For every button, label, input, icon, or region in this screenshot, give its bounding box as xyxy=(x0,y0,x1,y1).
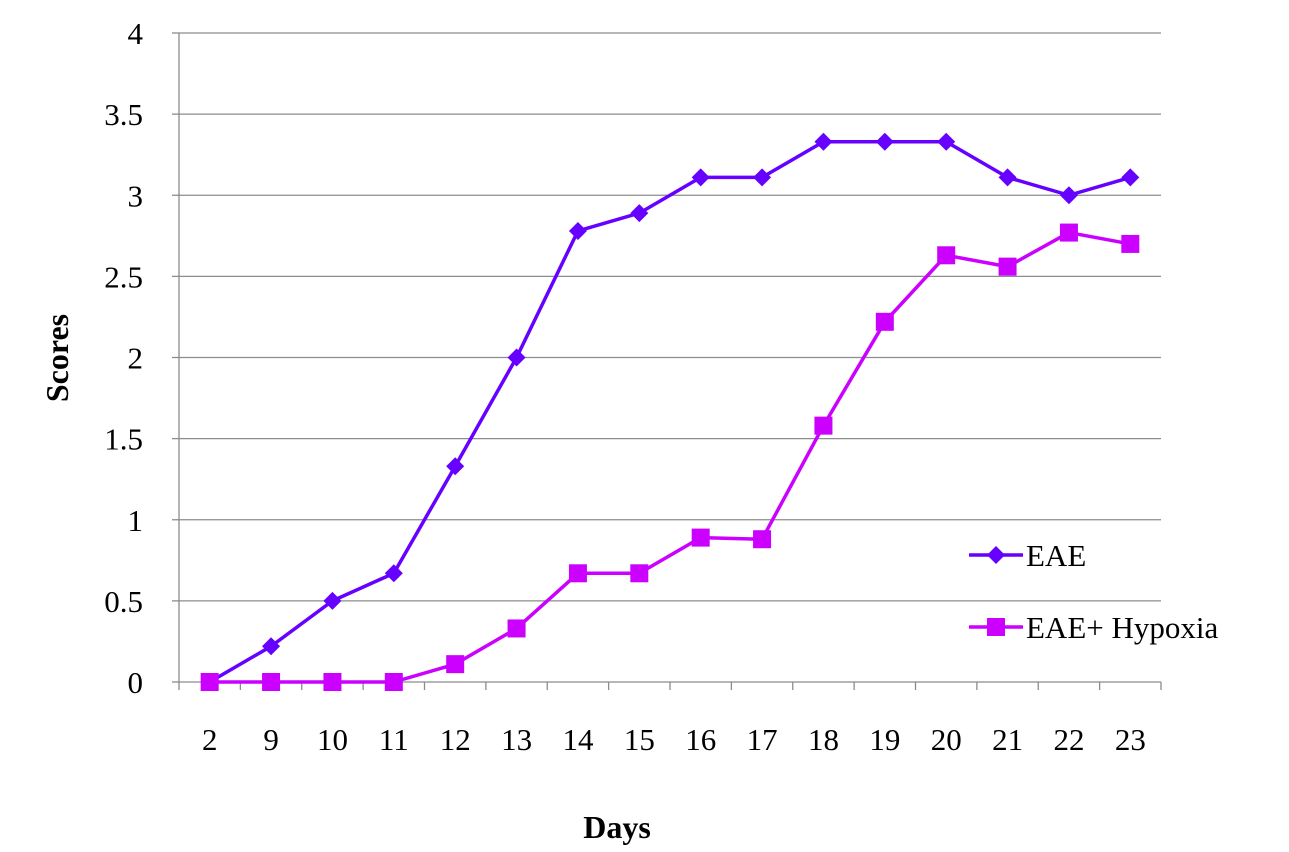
data-point xyxy=(1059,186,1078,205)
data-point xyxy=(937,246,956,265)
gridlines xyxy=(179,32,1161,602)
data-point xyxy=(753,168,772,187)
y-tick-label: 3.5 xyxy=(104,97,143,132)
legend-item: EAE+ Hypoxia xyxy=(969,610,1218,645)
data-point xyxy=(1121,234,1140,253)
data-point xyxy=(630,564,649,583)
data-point xyxy=(446,457,465,476)
data-point xyxy=(200,673,219,691)
data-point xyxy=(568,564,587,583)
data-point xyxy=(691,528,710,547)
data-point xyxy=(998,168,1017,187)
y-tick-label: 0 xyxy=(128,665,144,700)
data-point xyxy=(814,132,833,151)
legend: EAE EAE+ Hypoxia xyxy=(969,538,1218,645)
y-tick-labels: 0 0.5 1 1.5 2 2.5 3 3.5 4 xyxy=(104,16,143,700)
x-axis-title: Days xyxy=(583,809,651,845)
legend-marker xyxy=(987,546,1005,564)
legend-marker xyxy=(987,618,1005,636)
series-line xyxy=(209,230,1131,684)
x-tick-label: 17 xyxy=(747,722,778,757)
x-tick-label: 2 xyxy=(202,722,218,757)
y-tick-label: 1.5 xyxy=(104,422,143,457)
data-point xyxy=(446,655,465,674)
data-point xyxy=(937,132,956,151)
data-point xyxy=(875,312,894,331)
y-tick-label: 1 xyxy=(128,503,144,538)
x-tick-label: 23 xyxy=(1115,722,1146,757)
x-tick-label: 14 xyxy=(562,722,594,757)
y-tick-label: 0.5 xyxy=(104,584,143,619)
series-eae xyxy=(200,132,1140,691)
x-tick-label: 19 xyxy=(869,722,900,757)
data-point xyxy=(630,204,649,223)
x-tick-labels: 2 9 10 11 12 13 14 15 16 17 18 19 20 21 22 23 xyxy=(202,722,1146,757)
x-tick-label: 12 xyxy=(440,722,471,757)
data-point xyxy=(691,168,710,187)
data-point xyxy=(507,619,526,638)
data-point xyxy=(875,132,894,151)
data-point xyxy=(323,673,342,691)
data-point xyxy=(323,591,342,610)
data-point xyxy=(262,637,281,656)
x-tick-label: 22 xyxy=(1053,722,1084,757)
series-line xyxy=(208,139,1131,684)
y-tick-label: 2 xyxy=(128,341,144,376)
x-tick-label: 11 xyxy=(379,722,409,757)
x-tick-label: 13 xyxy=(501,722,532,757)
legend-label: EAE xyxy=(1026,538,1086,573)
x-tick-label: 9 xyxy=(263,722,279,757)
data-point xyxy=(384,673,403,691)
x-tick-label: 15 xyxy=(624,722,655,757)
x-tick-label: 18 xyxy=(808,722,839,757)
x-tick-label: 16 xyxy=(685,722,716,757)
data-point xyxy=(753,530,772,549)
data-point xyxy=(1121,168,1140,187)
data-point xyxy=(814,416,833,435)
legend-item: EAE xyxy=(969,538,1086,573)
axes xyxy=(172,32,1162,690)
data-point xyxy=(262,673,281,691)
x-tick-label: 21 xyxy=(992,722,1023,757)
data-point xyxy=(568,221,587,240)
y-tick-label: 2.5 xyxy=(104,259,143,294)
series-group xyxy=(200,132,1140,691)
y-tick-label: 4 xyxy=(128,16,144,51)
data-point xyxy=(998,257,1017,276)
series-eae-hypoxia xyxy=(200,223,1140,691)
x-tick-label: 20 xyxy=(931,722,962,757)
x-tick-label: 10 xyxy=(317,722,348,757)
legend-label: EAE+ Hypoxia xyxy=(1026,610,1218,645)
data-point xyxy=(1059,223,1078,242)
data-point xyxy=(507,348,526,367)
y-tick-label: 3 xyxy=(128,178,144,213)
data-point xyxy=(384,564,403,583)
y-axis-title: Scores xyxy=(39,314,75,402)
